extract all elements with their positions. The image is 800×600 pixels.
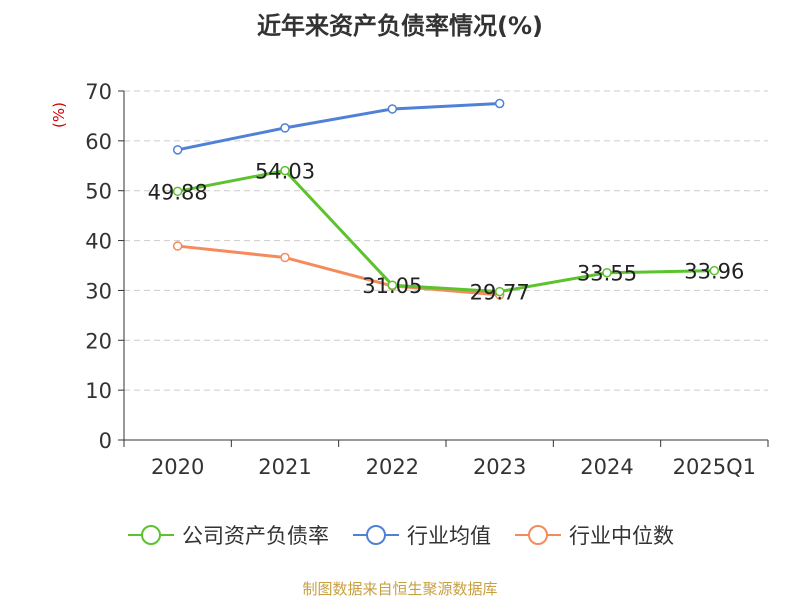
legend-swatch-circle: [528, 525, 548, 545]
y-tick-label: 50: [85, 180, 112, 204]
x-tick-label: 2020: [151, 455, 204, 479]
data-label: 33.55: [577, 262, 637, 286]
legend-label: 公司资产负债率: [182, 524, 329, 548]
legend-label: 行业中位数: [569, 524, 674, 548]
data-label: 33.96: [684, 260, 744, 284]
axes: 0 10 20 30 40 50 60 70 2020 2021 2022 2023 2024 2025Q…: [85, 80, 769, 479]
grid-lines: [124, 90, 768, 391]
x-tick-label: 2025Q1: [673, 455, 756, 479]
data-label: 31.05: [362, 274, 422, 298]
source-note: 制图数据来自恒生聚源数据库: [302, 580, 498, 598]
y-tick-label: 70: [85, 80, 112, 104]
legend-swatch-circle: [141, 525, 161, 545]
y-tick-label: 30: [85, 279, 112, 303]
x-tick-label: 2022: [366, 455, 419, 479]
x-tick-label: 2024: [580, 455, 633, 479]
data-point: [172, 186, 183, 197]
y-axis-unit: (%): [50, 102, 68, 128]
data-label: 29.77: [470, 281, 530, 305]
x-tick-label: 2021: [258, 455, 311, 479]
data-point: [172, 241, 183, 251]
legend-swatch-icon: [128, 525, 174, 545]
legend-swatch-icon: [515, 525, 561, 545]
data-labels: 49.88 54.03 31.05 29.77 33.55 33.96: [148, 160, 745, 305]
legend-swatch-icon: [353, 525, 399, 545]
data-point: [280, 123, 290, 133]
series-line: [177, 101, 500, 152]
data-label: 49.88: [148, 180, 208, 204]
data-label: 54.03: [255, 160, 315, 184]
y-tick-label: 10: [85, 379, 112, 403]
data-point: [709, 265, 720, 276]
data-point: [280, 252, 290, 263]
legend-item[interactable]: 行业均值: [351, 520, 491, 550]
data-point: [280, 165, 290, 176]
chart-title: 近年来资产负债率情况(%): [257, 12, 543, 40]
y-tick-label: 20: [85, 329, 112, 353]
y-tick-label: 0: [99, 429, 112, 453]
data-point: [602, 267, 612, 278]
data-point: [387, 280, 398, 290]
legend-item[interactable]: 行业中位数: [513, 520, 674, 550]
y-tick-label: 60: [85, 130, 112, 154]
legend-item[interactable]: 公司资产负债率: [126, 520, 329, 550]
series-line: [177, 244, 500, 297]
data-point: [387, 104, 398, 114]
data-point: [494, 98, 505, 109]
series-lines: [172, 98, 720, 300]
x-tick-label: 2023: [473, 455, 526, 479]
legend-swatch-circle: [366, 525, 386, 545]
legend-label: 行业均值: [407, 524, 491, 548]
data-point: [172, 145, 183, 155]
series-line: [177, 169, 715, 294]
legend: 公司资产负债率 行业均值 行业中位数: [0, 520, 800, 550]
y-tick-label: 40: [85, 230, 112, 254]
data-point: [494, 286, 505, 297]
